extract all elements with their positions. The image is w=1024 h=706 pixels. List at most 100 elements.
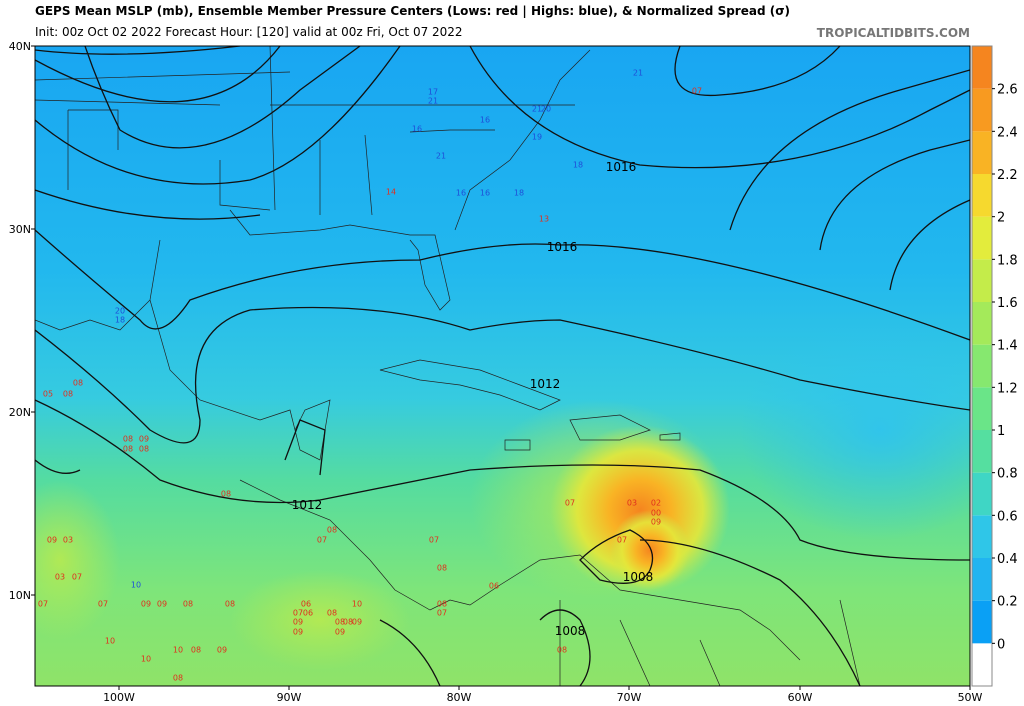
low-center: 08 <box>139 445 149 454</box>
longitude-label: 60W <box>788 691 813 704</box>
low-center: 07 <box>317 536 327 545</box>
low-center: 08 <box>123 445 133 454</box>
colorbar-tick-label: 2.4 <box>997 125 1018 140</box>
colorbar-swatch <box>972 344 992 388</box>
low-center: 14 <box>386 188 396 197</box>
low-center: 08 <box>123 435 133 444</box>
high-center: 18 <box>573 161 583 170</box>
longitude-label: 90W <box>277 691 302 704</box>
low-center: 09 <box>352 618 362 627</box>
low-center: 09 <box>651 518 661 527</box>
high-center: 21 <box>532 105 542 114</box>
low-center: 06 <box>303 609 313 618</box>
low-center: 13 <box>539 215 549 224</box>
colorbar-swatch <box>972 430 992 473</box>
latitude-label: 10N <box>9 589 31 602</box>
low-center: 09 <box>293 628 303 637</box>
low-center: 08 <box>343 618 353 627</box>
colorbar-tick-label: 2 <box>997 211 1005 226</box>
colorbar-swatch <box>972 174 992 217</box>
low-center: 09 <box>217 646 227 655</box>
low-center: 05 <box>43 390 53 399</box>
low-center: 07 <box>437 609 447 618</box>
contour-label: 1008 <box>555 624 586 638</box>
low-center: 07 <box>429 536 439 545</box>
low-center: 08 <box>183 600 193 609</box>
low-center: 09 <box>335 628 345 637</box>
colorbar-tick-label: 0.2 <box>997 595 1018 610</box>
colorbar-swatch <box>972 558 992 601</box>
colorbar-tick-label: 0.6 <box>997 509 1018 524</box>
colorbar-tick-label: 0.4 <box>997 552 1018 567</box>
low-center: 07 <box>98 600 108 609</box>
low-center: 03 <box>63 536 73 545</box>
colorbar-swatch <box>972 216 992 260</box>
low-center: 07 <box>72 573 82 582</box>
colorbar-swatch <box>972 600 992 644</box>
latitude-label: 30N <box>9 223 31 236</box>
colorbar-tick-label: 1 <box>997 424 1005 439</box>
colorbar-swatch <box>972 88 992 132</box>
low-center: 08 <box>437 564 447 573</box>
colorbar-swatch <box>972 131 992 174</box>
latitude-label: 40N <box>9 40 31 53</box>
high-center: 21 <box>436 152 446 161</box>
high-center: 21 <box>633 69 643 78</box>
high-center: 16 <box>480 189 490 198</box>
isobars <box>35 46 970 686</box>
low-center: 00 <box>651 509 661 518</box>
high-center: 18 <box>514 189 524 198</box>
colorbar-tick-label: 2.2 <box>997 168 1018 183</box>
low-center: 08 <box>557 646 567 655</box>
colorbar-swatch <box>972 259 992 302</box>
coastlines <box>35 46 861 686</box>
contour-label: 1012 <box>530 377 561 391</box>
map <box>35 46 970 686</box>
low-center: 09 <box>141 600 151 609</box>
low-center: 10 <box>352 600 362 609</box>
low-center: 08 <box>173 674 183 683</box>
low-center: 08 <box>327 609 337 618</box>
low-center: 09 <box>293 618 303 627</box>
low-center: 07 <box>293 609 303 618</box>
low-center: 08 <box>327 526 337 535</box>
low-center: 06 <box>301 600 311 609</box>
subtitle: Init: 00z Oct 02 2022 Forecast Hour: [12… <box>35 25 463 39</box>
colorbar-tick-label: 1.2 <box>997 381 1018 396</box>
latitude-label: 20N <box>9 406 31 419</box>
low-center: 08 <box>437 600 447 609</box>
high-center: 17 <box>428 88 438 97</box>
low-center: 08 <box>221 490 231 499</box>
low-center: 03 <box>627 499 637 508</box>
low-center: 07 <box>38 600 48 609</box>
high-center: 16 <box>456 189 466 198</box>
contour-label: 1012 <box>292 498 323 512</box>
low-center: 07 <box>617 536 627 545</box>
high-center: 19 <box>532 133 542 142</box>
contour-label: 1008 <box>623 570 654 584</box>
low-center: 08 <box>225 600 235 609</box>
low-center: 09 <box>139 435 149 444</box>
low-center: 06 <box>489 582 499 591</box>
map-frame <box>34 45 971 687</box>
low-center: 10 <box>173 646 183 655</box>
low-center: 08 <box>191 646 201 655</box>
longitude-label: 80W <box>447 691 472 704</box>
low-center: 03 <box>55 573 65 582</box>
low-center: 08 <box>335 618 345 627</box>
colorbar-swatch <box>972 302 992 345</box>
low-center: 08 <box>63 390 73 399</box>
high-center: 16 <box>412 125 422 134</box>
high-center: 20 <box>115 307 125 316</box>
colorbar-swatch <box>972 515 992 558</box>
colorbar-swatch <box>972 387 992 430</box>
colorbar-frame <box>971 45 993 687</box>
colorbar-tick-label: 1.6 <box>997 296 1018 311</box>
colorbar-tick-label: 1.4 <box>997 339 1018 354</box>
low-center: 07 <box>565 499 575 508</box>
high-center: 16 <box>480 116 490 125</box>
high-center: 10 <box>131 581 141 590</box>
high-center: 21 <box>428 97 438 106</box>
low-center: 02 <box>651 499 661 508</box>
longitude-label: 100W <box>103 691 135 704</box>
